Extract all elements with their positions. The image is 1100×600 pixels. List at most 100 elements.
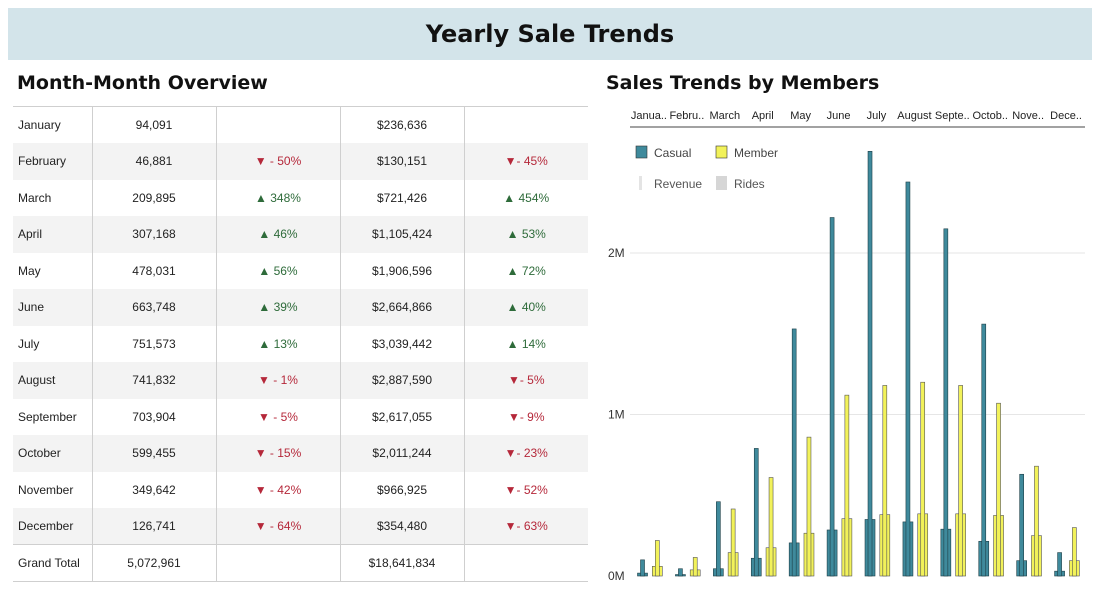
rides-change-cell: ▼ - 50% xyxy=(215,143,340,180)
revenue-cell: $354,480 xyxy=(339,508,464,545)
bar-casual-revenue xyxy=(981,323,987,577)
y-tick-label: 2M xyxy=(608,246,625,260)
revenue-change-cell xyxy=(463,106,588,143)
bar-casual-revenue xyxy=(640,559,645,577)
revenue-change-cell: ▼- 63% xyxy=(463,508,588,545)
revenue-change-cell: ▲ 454% xyxy=(463,179,588,216)
legend-swatch-member xyxy=(715,145,728,159)
rides-change-cell: ▲ 56% xyxy=(215,252,340,289)
category-label: August xyxy=(897,110,931,122)
month-cell: October xyxy=(13,435,92,472)
rides-cell: 209,895 xyxy=(91,179,216,216)
bar-casual-revenue xyxy=(1019,473,1024,577)
rides-change-cell: ▲ 13% xyxy=(215,325,340,362)
month-cell: June xyxy=(13,289,92,326)
total-rides-change xyxy=(215,544,340,581)
overview-title: Month-Month Overview xyxy=(17,72,268,94)
category-label: April xyxy=(752,110,774,122)
rides-cell: 307,168 xyxy=(91,216,216,253)
revenue-cell: $130,151 xyxy=(339,143,464,180)
rides-cell: 46,881 xyxy=(91,143,216,180)
rides-change-cell: ▼ - 5% xyxy=(215,398,340,435)
category-label: July xyxy=(867,110,887,122)
overview-table: January 94,091 $236,636 February 46,881 ▼ - 5… xyxy=(13,106,588,582)
month-cell: May xyxy=(18,263,41,278)
title-banner: Yearly Sale Trends xyxy=(8,8,1092,60)
month-cell: August xyxy=(13,362,92,399)
category-label: March xyxy=(710,110,741,122)
grand-total-row: Grand Total 5,072,961 $18,641,834 xyxy=(13,544,588,581)
month-cell: December xyxy=(13,508,92,545)
revenue-change-cell: ▲ 53% xyxy=(463,216,588,253)
bar-casual-revenue xyxy=(867,151,873,577)
table-row: August 741,832 ▼ - 1% $2,887,590 ▼- 5% xyxy=(13,362,588,399)
rides-change-cell xyxy=(215,106,340,143)
bar-casual-revenue xyxy=(716,501,721,577)
rides-cell: 703,904 xyxy=(91,398,216,435)
legend-label-rides: Rides xyxy=(734,177,765,191)
table-row: June 663,748 ▲ 39% $2,664,866 ▲ 40% xyxy=(13,289,588,326)
rides-cell: 94,091 xyxy=(91,106,216,143)
bar-casual-revenue xyxy=(791,328,797,577)
bar-member-revenue xyxy=(806,436,812,577)
rides-change-cell: ▼ - 1% xyxy=(215,362,340,399)
bar-member-revenue xyxy=(730,508,736,577)
category-label: Nove.. xyxy=(1012,110,1044,122)
sales-chart: Janua.. Febru.. March April May June July Augus… xyxy=(600,100,1095,590)
rides-change-cell: ▲ 39% xyxy=(215,289,340,326)
y-tick-label: 0M xyxy=(608,569,625,583)
revenue-cell: $966,925 xyxy=(339,471,464,508)
month-cell: November xyxy=(18,482,74,497)
legend-swatch-rides xyxy=(716,176,727,190)
bar-casual-revenue xyxy=(829,217,835,577)
month-cell: January xyxy=(18,118,61,132)
total-revenue: $18,641,834 xyxy=(339,544,464,581)
month-cell: July xyxy=(18,336,40,351)
category-label: Janua.. xyxy=(631,110,667,122)
legend-label-casual: Casual xyxy=(654,146,691,160)
revenue-change-cell: ▲ 14% xyxy=(463,325,588,362)
category-label: Dece.. xyxy=(1050,110,1082,122)
category-label: Octob.. xyxy=(972,110,1007,122)
category-label: May xyxy=(790,110,811,122)
revenue-cell: $2,011,244 xyxy=(339,435,464,472)
legend-swatch-revenue xyxy=(639,176,642,190)
legend-swatch-casual xyxy=(635,145,648,159)
revenue-change-cell: ▼- 23% xyxy=(463,435,588,472)
revenue-cell: $3,039,442 xyxy=(339,325,464,362)
revenue-cell: $1,105,424 xyxy=(339,216,464,253)
table-row: April 307,168 ▲ 46% $1,105,424 ▲ 53% xyxy=(13,216,588,253)
category-label: Febru.. xyxy=(669,110,704,122)
revenue-cell: $2,664,866 xyxy=(339,289,464,326)
rides-change-cell: ▲ 46% xyxy=(215,216,340,253)
total-revenue-change xyxy=(463,544,588,581)
rides-change-cell: ▼ - 42% xyxy=(215,471,340,508)
table-row: May 478,031 ▲ 56% $1,906,596 ▲ 72% xyxy=(13,252,588,289)
table-row: December 126,741 ▼ - 64% $354,480 ▼- 63% xyxy=(13,508,588,545)
revenue-change-cell: ▲ 40% xyxy=(463,289,588,326)
rides-cell: 599,455 xyxy=(91,435,216,472)
total-rides: 5,072,961 xyxy=(91,544,216,581)
bar-member-revenue xyxy=(996,402,1001,577)
bar-member-revenue xyxy=(1034,465,1039,577)
revenue-cell: $2,617,055 xyxy=(339,398,464,435)
table-row: July 751,573 ▲ 13% $3,039,442 ▲ 14% xyxy=(13,325,588,362)
revenue-change-cell: ▼- 45% xyxy=(463,143,588,180)
rides-cell: 751,573 xyxy=(91,325,216,362)
revenue-change-cell: ▼- 5% xyxy=(463,362,588,399)
revenue-change-cell: ▼- 52% xyxy=(463,471,588,508)
chart-svg: Janua.. Febru.. March April May June July Augus… xyxy=(608,110,1085,583)
category-label: June xyxy=(827,110,851,122)
month-cell: February xyxy=(13,143,92,180)
rides-cell: 126,741 xyxy=(91,508,216,545)
table-row: January 94,091 $236,636 xyxy=(13,106,588,143)
bar-member-revenue xyxy=(958,385,963,577)
revenue-cell: $236,636 xyxy=(339,106,464,143)
rides-cell: 741,832 xyxy=(91,362,216,399)
revenue-change-cell: ▲ 72% xyxy=(463,252,588,289)
legend-label-member: Member xyxy=(734,146,778,160)
bar-member-revenue xyxy=(692,557,698,577)
page-title: Yearly Sale Trends xyxy=(425,20,675,48)
table-row: March 209,895 ▲ 348% $721,426 ▲ 454% xyxy=(13,179,588,216)
month-cell: April xyxy=(13,216,92,253)
